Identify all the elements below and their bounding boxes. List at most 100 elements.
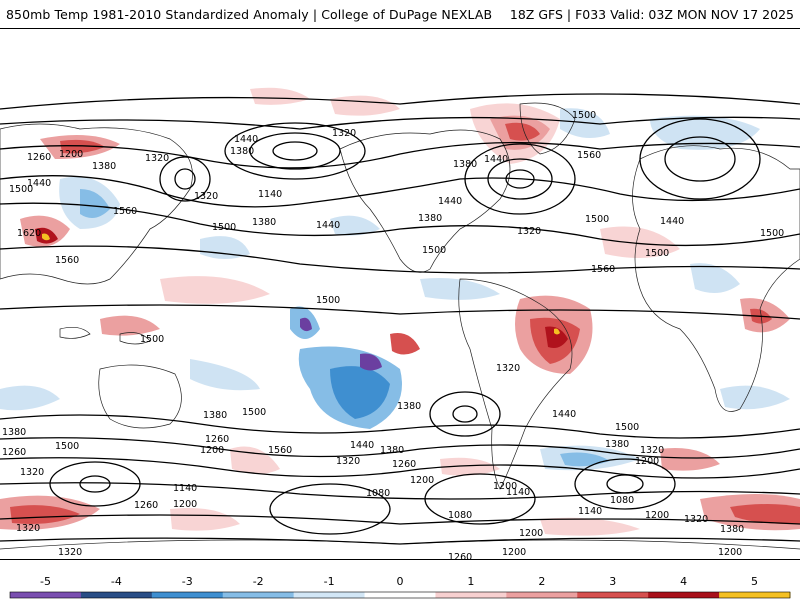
svg-text:1500: 1500 [9, 184, 33, 195]
legend-tick-label: 4 [680, 575, 687, 588]
legend-swatch [222, 592, 295, 598]
colorbar-legend: -5 -4 -3 -2 -1 0 1 2 3 4 5 [0, 570, 800, 600]
legend-swatch [364, 592, 436, 598]
svg-text:1560: 1560 [55, 255, 79, 266]
svg-text:1200: 1200 [493, 481, 517, 492]
svg-text:1440: 1440 [552, 409, 576, 420]
legend-tick-label: -2 [253, 575, 264, 588]
svg-text:1440: 1440 [484, 154, 508, 165]
svg-text:1320: 1320 [16, 523, 40, 534]
svg-text:1440: 1440 [350, 440, 374, 451]
svg-text:1140: 1140 [173, 483, 197, 494]
svg-text:1140: 1140 [506, 487, 530, 498]
svg-text:1320: 1320 [640, 445, 664, 456]
legend-swatch [506, 592, 578, 598]
legend-swatch [80, 592, 153, 598]
svg-text:1320: 1320 [517, 226, 541, 237]
run-info: 18Z GFS | F033 Valid: 03Z MON NOV 17 202… [509, 7, 794, 22]
svg-text:1440: 1440 [234, 134, 258, 145]
svg-text:1260: 1260 [2, 447, 26, 458]
svg-text:1380: 1380 [380, 445, 404, 456]
legend-swatch [648, 592, 720, 598]
legend-swatch [293, 592, 366, 598]
svg-text:1260: 1260 [205, 434, 229, 445]
svg-text:1560: 1560 [113, 206, 137, 217]
svg-text:1200: 1200 [502, 547, 526, 558]
svg-text:1200: 1200 [410, 475, 434, 486]
svg-text:1500: 1500 [212, 222, 236, 233]
svg-text:1380: 1380 [203, 410, 227, 421]
svg-text:1380: 1380 [92, 161, 116, 172]
svg-text:1500: 1500 [316, 295, 340, 306]
svg-text:1440: 1440 [316, 220, 340, 231]
svg-text:1380: 1380 [2, 427, 26, 438]
svg-text:1080: 1080 [610, 495, 634, 506]
svg-text:1380: 1380 [605, 439, 629, 450]
svg-text:1380: 1380 [418, 213, 442, 224]
svg-text:1500: 1500 [572, 110, 596, 121]
legend-tick-label: 1 [467, 575, 474, 588]
svg-text:1380: 1380 [453, 159, 477, 170]
svg-text:1080: 1080 [448, 510, 472, 521]
svg-text:1440: 1440 [438, 196, 462, 207]
svg-text:1500: 1500 [242, 407, 266, 418]
svg-text:1260: 1260 [27, 152, 51, 163]
legend-swatch [719, 592, 791, 598]
svg-text:1380: 1380 [230, 146, 254, 157]
cold-anomaly-shading [0, 108, 790, 471]
svg-text:1620: 1620 [17, 228, 41, 239]
legend-canvas: -5 -4 -3 -2 -1 0 1 2 3 4 5 [9, 575, 791, 599]
svg-text:1260: 1260 [392, 459, 416, 470]
svg-text:1440: 1440 [660, 216, 684, 227]
map-frame[interactable]: 1440 1320 1380 1260 1200 1380 1320 1440 … [0, 28, 800, 560]
map-background [0, 29, 800, 559]
legend-tick-label: 3 [609, 575, 616, 588]
svg-text:1500: 1500 [760, 228, 784, 239]
legend-swatch [151, 592, 224, 598]
svg-text:1560: 1560 [577, 150, 601, 161]
svg-text:1320: 1320 [496, 363, 520, 374]
svg-text:1200: 1200 [173, 499, 197, 510]
header: 850mb Temp 1981-2010 Standardized Anomal… [0, 0, 800, 28]
legend-swatch [577, 592, 649, 598]
svg-text:1380: 1380 [397, 401, 421, 412]
legend-tick-label: -3 [182, 575, 193, 588]
svg-text:1320: 1320 [336, 456, 360, 467]
legend-tick-label: 5 [751, 575, 758, 588]
svg-text:1320: 1320 [145, 153, 169, 164]
svg-text:1560: 1560 [268, 445, 292, 456]
svg-text:1260: 1260 [134, 500, 158, 511]
svg-text:1500: 1500 [645, 248, 669, 259]
svg-text:1500: 1500 [585, 214, 609, 225]
legend-tick-label: -5 [40, 575, 51, 588]
svg-text:1200: 1200 [200, 445, 224, 456]
svg-text:1140: 1140 [578, 506, 602, 517]
legend-swatch [435, 592, 507, 598]
svg-text:1200: 1200 [59, 149, 83, 160]
svg-text:1080: 1080 [366, 488, 390, 499]
legend-tick-label: -1 [324, 575, 335, 588]
svg-text:1320: 1320 [20, 467, 44, 478]
map-canvas[interactable]: 1440 1320 1380 1260 1200 1380 1320 1440 … [0, 29, 800, 560]
contour-labels: 1440 1320 1380 1260 1200 1380 1320 1440 … [2, 110, 784, 560]
svg-text:1440: 1440 [27, 178, 51, 189]
legend-tick-label: -4 [111, 575, 122, 588]
legend-tick-label: 2 [538, 575, 545, 588]
svg-text:1260: 1260 [448, 552, 472, 560]
height-contours [0, 93, 800, 545]
svg-text:1320: 1320 [332, 128, 356, 139]
svg-text:1200: 1200 [718, 547, 742, 558]
svg-text:1320: 1320 [194, 191, 218, 202]
svg-text:1200: 1200 [635, 456, 659, 467]
svg-text:1380: 1380 [720, 524, 744, 535]
svg-text:1380: 1380 [252, 217, 276, 228]
svg-text:1200: 1200 [519, 528, 543, 539]
svg-text:1320: 1320 [684, 514, 708, 525]
legend-swatch [10, 592, 82, 598]
svg-text:1500: 1500 [422, 245, 446, 256]
svg-text:1200: 1200 [645, 510, 669, 521]
map-title: 850mb Temp 1981-2010 Standardized Anomal… [6, 7, 493, 22]
svg-text:1140: 1140 [258, 189, 282, 200]
svg-text:1500: 1500 [140, 334, 164, 345]
legend-tick-label: 0 [397, 575, 404, 588]
